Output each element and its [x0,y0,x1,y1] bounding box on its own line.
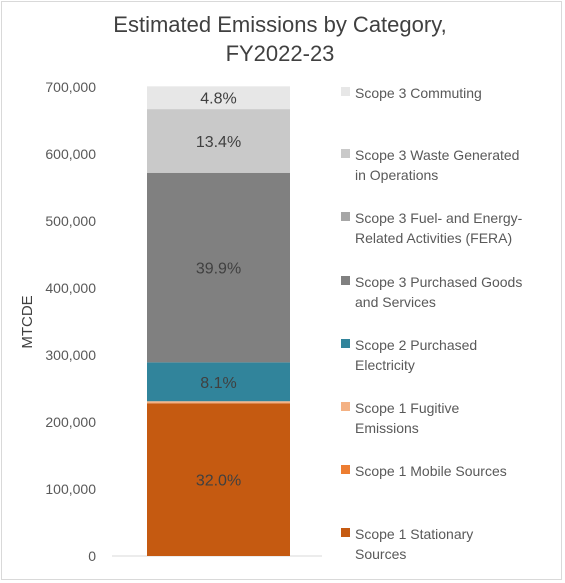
data-label-6: 13.4% [196,134,241,151]
y-tick-label: 400,000 [45,280,96,296]
legend-label-7-1: Sources [355,546,406,562]
legend-label-1-1: in Operations [355,167,438,183]
legend-swatch-4 [341,339,350,348]
data-label-4: 39.9% [196,261,241,278]
y-tick-label: 0 [88,548,96,564]
legend-label-1-0: Scope 3 Waste Generated [355,147,519,163]
data-label-3: 8.1% [200,375,236,392]
bar-segment-0 [147,403,290,556]
legend-label-2-0: Scope 3 Fuel- and Energy- [355,210,523,226]
data-label-0: 32.0% [196,473,241,490]
y-tick-label: 500,000 [45,213,96,229]
bar-segment-2 [147,401,290,404]
legend-swatch-5 [341,402,350,411]
legend-swatch-6 [341,465,350,474]
legend-label-4-1: Electricity [355,357,415,373]
legend-swatch-3 [341,276,350,285]
legend-label-0-0: Scope 3 Commuting [355,85,482,101]
y-tick-label: 700,000 [45,79,96,95]
y-tick-label: 300,000 [45,347,96,363]
legend-label-6-0: Scope 1 Mobile Sources [355,463,507,479]
legend-label-4-0: Scope 2 Purchased [355,337,477,353]
y-tick-label: 100,000 [45,481,96,497]
legend-label-5-1: Emissions [355,420,419,436]
y-tick-label: 200,000 [45,414,96,430]
bar-segment-3 [147,362,290,402]
legend-label-5-0: Scope 1 Fugitive [355,400,459,416]
legend-label-2-1: Related Activities (FERA) [355,230,512,246]
legend-label-3-1: and Services [355,294,436,310]
bar-segment-7 [147,86,290,110]
legend-label-3-0: Scope 3 Purchased Goods [355,274,522,290]
chart-title: Estimated Emissions by Category, FY2022-… [113,12,447,66]
y-tick-label: 600,000 [45,146,96,162]
data-label-7: 4.8% [200,91,236,108]
bar-segment-6 [147,109,290,173]
legend-swatch-1 [341,149,350,158]
legend-swatch-0 [341,87,350,96]
y-axis-label: MTCDE [19,295,36,348]
bar-segment-4 [147,172,290,363]
legend-swatch-7 [341,528,350,537]
legend-label-7-0: Scope 1 Stationary [355,526,473,542]
legend-swatch-2 [341,212,350,221]
